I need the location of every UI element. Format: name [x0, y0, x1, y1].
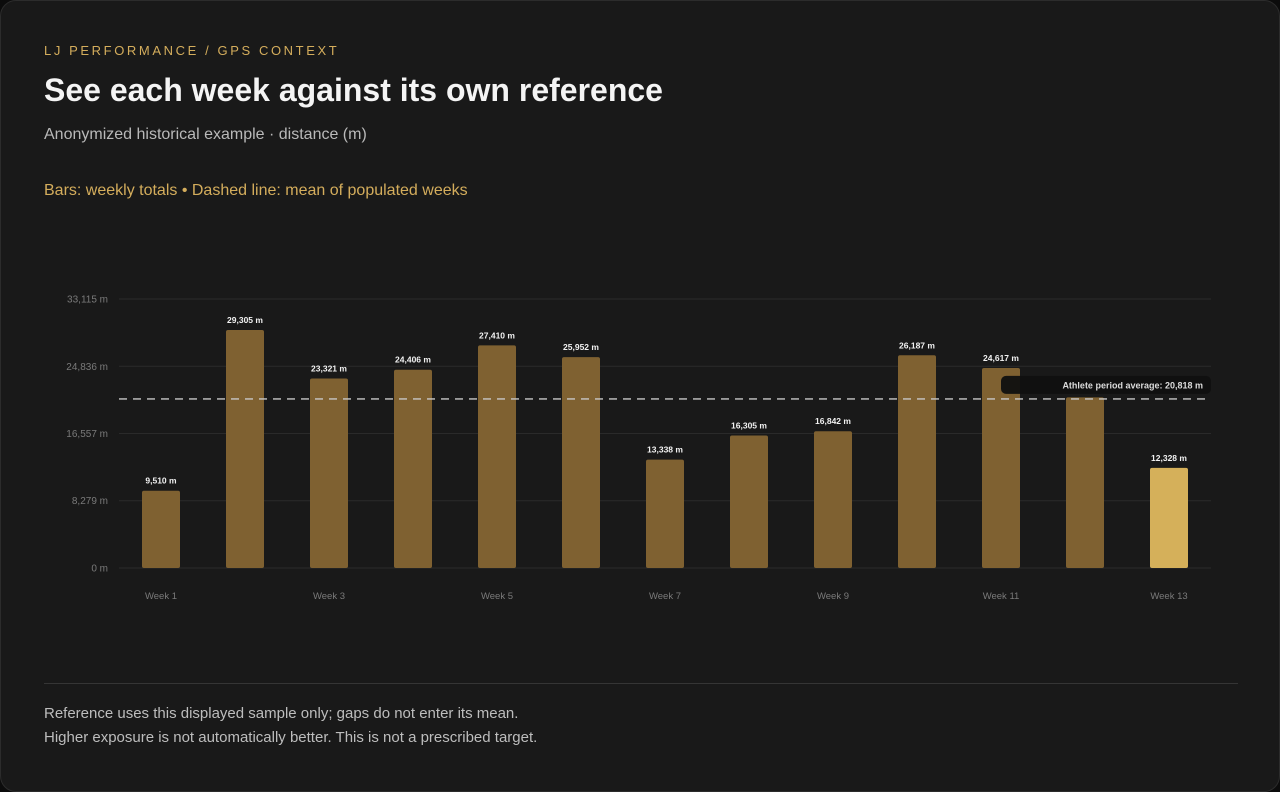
footnote-sample: Reference uses this displayed sample onl… — [44, 705, 519, 722]
divider — [44, 683, 1238, 684]
bar-chart: 0 m 8,279 m 16,557 m 24,836 m 33,115 m 9,510 … — [66, 295, 1211, 602]
y-tick-label: 8,279 m — [72, 496, 108, 507]
bar — [394, 369, 432, 568]
x-tick-label: Week 13 — [1150, 591, 1187, 602]
bar — [814, 431, 852, 568]
bar-value-label: 27,410 m — [479, 330, 515, 340]
x-tick-label: Week 5 — [481, 591, 513, 602]
bar-value-label: 24,406 m — [395, 355, 431, 365]
y-tick-label: 24,836 m — [66, 362, 108, 373]
footnote-target: Higher exposure is not automatically bet… — [44, 729, 538, 746]
x-tick-label: Week 11 — [983, 591, 1020, 602]
bar — [1066, 397, 1104, 568]
bar-value-label: 26,187 m — [899, 340, 935, 350]
y-tick-label: 33,115 m — [67, 295, 108, 306]
y-tick-label: 0 m — [91, 564, 108, 575]
bar — [730, 435, 768, 568]
bar-value-label: 23,321 m — [311, 364, 347, 374]
mean-label: Athlete period average: 20,818 m — [1062, 380, 1203, 390]
bar-value-label: 16,842 m — [815, 416, 851, 426]
bar — [898, 355, 936, 568]
bar — [1150, 467, 1188, 568]
bar-value-label: 24,617 m — [983, 353, 1019, 363]
bar — [142, 490, 180, 568]
bar — [982, 368, 1020, 568]
page-title: See each week against its own reference — [44, 72, 663, 108]
bar — [310, 378, 348, 568]
bar — [226, 329, 264, 568]
bar-value-label: 16,305 m — [731, 421, 767, 431]
x-tick-label: Week 3 — [313, 591, 345, 602]
mean-label-chip — [1001, 375, 1211, 394]
y-tick-label: 16,557 m — [66, 429, 108, 440]
page-subtitle: Anonymized historical example · distance… — [44, 126, 367, 143]
bar-value-label: 29,305 m — [227, 315, 263, 325]
eyebrow-label: LJ PERFORMANCE / GPS CONTEXT — [44, 43, 340, 58]
bar-value-label: 9,510 m — [145, 476, 177, 486]
legend-note: Bars: weekly totals • Dashed line: mean … — [44, 182, 468, 199]
bar — [646, 459, 684, 568]
x-tick-label: Week 1 — [145, 591, 177, 602]
x-tick-label: Week 9 — [817, 591, 849, 602]
bar — [478, 345, 516, 568]
bar-value-label: 13,338 m — [647, 445, 683, 455]
bar-value-label: 12,328 m — [1151, 453, 1187, 463]
bar — [562, 357, 600, 568]
x-tick-label: Week 7 — [649, 591, 681, 602]
bar-value-label: 25,952 m — [563, 342, 599, 352]
